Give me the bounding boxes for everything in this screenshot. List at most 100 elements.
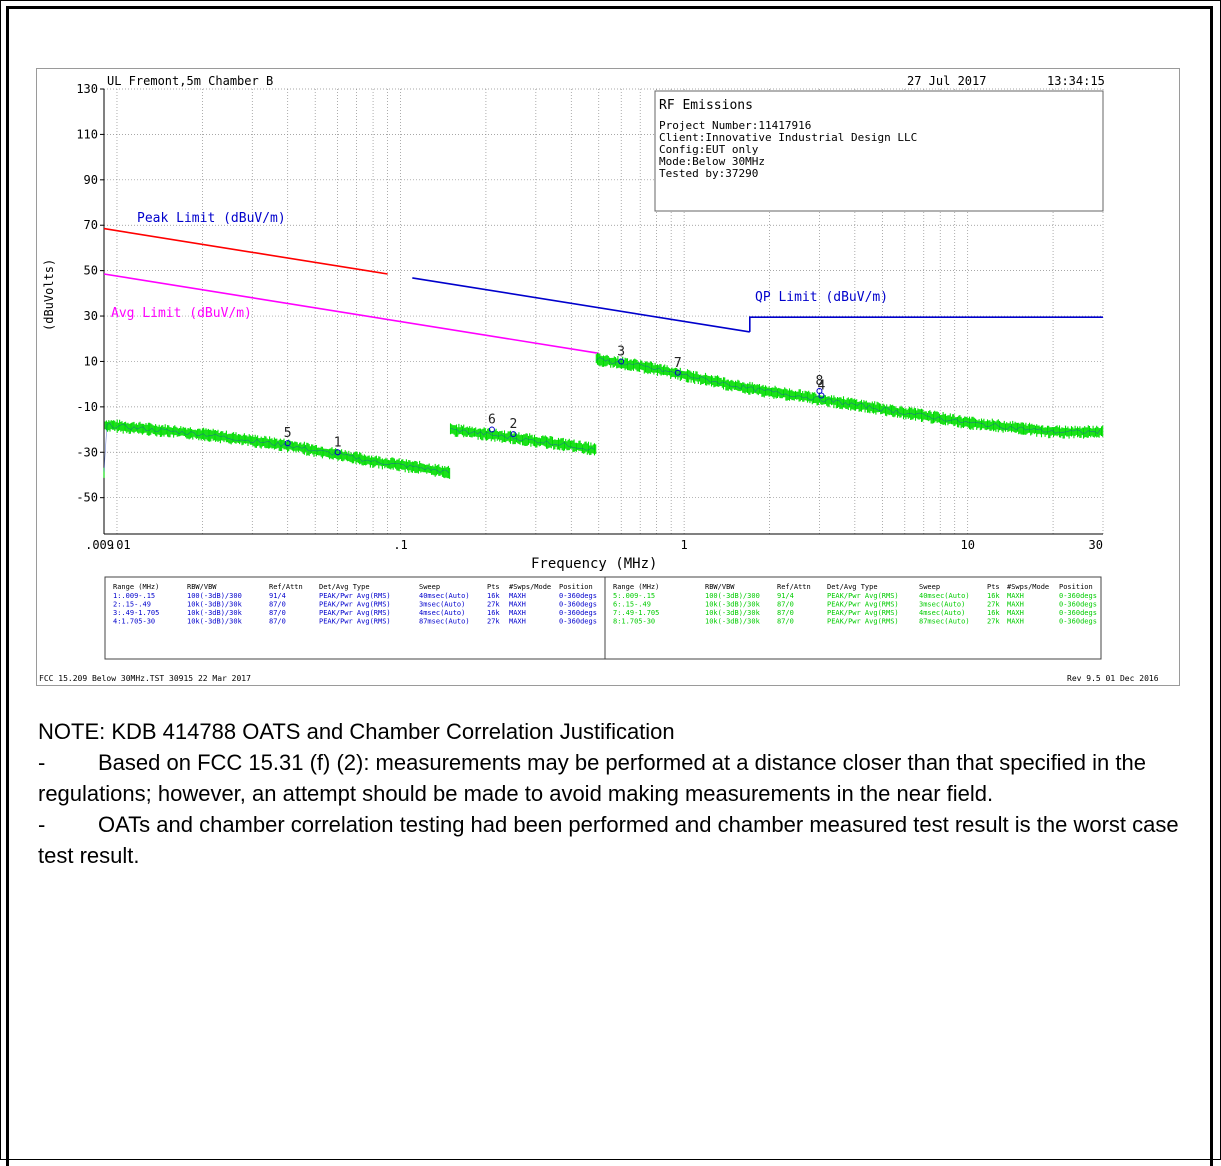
footer-left: FCC 15.209 Below 30MHz.TST 30915 22 Mar …: [39, 674, 251, 683]
info-line-mode: Mode:Below 30MHz: [659, 155, 765, 168]
settings-left-header-cell: Pts: [487, 583, 500, 591]
settings-table-frame: [104, 576, 1102, 660]
emissions-plot-panel: 130 110 90 70 50 30 10 -10 -30 -50.009.01.1 1 10 30 …: [36, 68, 1180, 686]
settings-left-cell: PEAK/Pwr Avg(RMS): [319, 601, 391, 609]
settings-right-cell: 40msec(Auto): [919, 592, 970, 600]
marker-label-6: 6: [488, 413, 496, 428]
settings-left-cell: 27k: [487, 601, 500, 609]
y-tick-label: 130: [76, 82, 98, 96]
marker-point-3: [618, 358, 625, 365]
qp-limit-label: QP Limit (dBuV/m): [755, 290, 888, 305]
settings-right-header-cell: #Swps/Mode: [1007, 583, 1049, 591]
settings-left-cell: 87/0: [269, 609, 286, 617]
y-tick-label: 70: [84, 218, 98, 232]
x-tick-label: .01: [109, 538, 131, 552]
marker-label-1: 1: [334, 435, 342, 450]
settings-right-cell: 27k: [987, 601, 1000, 609]
x-tick-label: 30: [1089, 538, 1103, 552]
limit-line: [412, 277, 750, 333]
y-tick-label: 110: [76, 127, 98, 141]
info-line-project: Project Number:11417916: [659, 119, 811, 132]
settings-right-cell: PEAK/Pwr Avg(RMS): [827, 592, 899, 600]
settings-left-cell: MAXH: [509, 618, 526, 626]
settings-right-header-cell: Pts: [987, 583, 1000, 591]
bullet-dash: -: [38, 750, 46, 775]
settings-right-cell: 6:.15-.49: [613, 601, 651, 609]
settings-left-header-cell: Range (MHz): [113, 583, 159, 591]
note-bullet-1: - Based on FCC 15.31 (f) (2): measurement…: [38, 747, 1198, 809]
settings-left-header-cell: Sweep: [419, 583, 440, 591]
settings-left-cell: 10k(-3dB)/30k: [187, 601, 243, 609]
settings-right-cell: 91/4: [777, 592, 794, 600]
info-line-tested-by: Tested by:37290: [659, 167, 758, 180]
info-line-config: Config:EUT only: [659, 143, 759, 156]
settings-left-cell: PEAK/Pwr Avg(RMS): [319, 618, 391, 626]
y-tick-label: -30: [76, 445, 98, 459]
emission-trace: [449, 423, 597, 456]
settings-left-cell: 10k(-3dB)/30k: [187, 618, 243, 626]
settings-left-cell: 3:.49-1.705: [113, 609, 159, 617]
limit-line: [103, 273, 599, 355]
info-line-client: Client:Innovative Industrial Design LLC: [659, 131, 917, 144]
emission-trace: [103, 419, 451, 479]
markers: 5 1 6 2 3 7 84: [284, 344, 826, 456]
settings-left-cell: PEAK/Pwr Avg(RMS): [319, 592, 391, 600]
settings-right-cell: 3msec(Auto): [919, 601, 965, 609]
settings-right-cell: PEAK/Pwr Avg(RMS): [827, 609, 899, 617]
settings-left-cell: 87msec(Auto): [419, 618, 470, 626]
settings-right-cell: 0-360degs: [1059, 592, 1097, 600]
x-tick-label: 1: [681, 538, 688, 552]
bullet-dash: -: [38, 812, 46, 837]
document-border: [6, 6, 1213, 1166]
settings-right-cell: 87/0: [777, 609, 794, 617]
header-site: UL Fremont,5m Chamber B: [107, 74, 273, 88]
emission-trace: [595, 352, 1104, 439]
settings-left-cell: 40msec(Auto): [419, 592, 470, 600]
settings-left-cell: 87/0: [269, 618, 286, 626]
settings-right-cell: 8:1.705-30: [613, 618, 655, 626]
y-tick-label: 30: [84, 309, 98, 323]
y-tick-label: 50: [84, 264, 98, 278]
marker-point-5: [284, 440, 291, 447]
settings-left-cell: 0-360degs: [559, 601, 597, 609]
settings-right-header-cell: Det/Avg Type: [827, 583, 878, 591]
marker-point-7: [674, 369, 681, 376]
limit-lines: [103, 227, 1103, 355]
settings-left-cell: 100(-3dB)/300: [187, 592, 242, 600]
settings-table: Range (MHz) RBW/VBW Ref/Attn Det/Avg Type Sw…: [104, 576, 1102, 660]
x-tick-label: .009: [85, 538, 114, 552]
y-tick-label: -10: [76, 400, 98, 414]
settings-left-block: Range (MHz) RBW/VBW Ref/Attn Det/Avg Type Sw…: [113, 583, 597, 626]
settings-right-header-cell: RBW/VBW: [705, 583, 735, 591]
settings-right-header-cell: Position: [1059, 583, 1093, 591]
settings-right-block: Range (MHz) RBW/VBW Ref/Attn Det/Avg Type Sw…: [613, 583, 1097, 626]
settings-right-header-cell: Sweep: [919, 583, 940, 591]
header-date: 27 Jul 2017: [907, 74, 986, 88]
note-bullet-2: - OATs and chamber correlation testing ha…: [38, 809, 1198, 871]
settings-right-cell: PEAK/Pwr Avg(RMS): [827, 601, 899, 609]
settings-right-cell: 27k: [987, 618, 1000, 626]
info-box-title: RF Emissions: [659, 98, 753, 113]
settings-right-cell: 0-360degs: [1059, 601, 1097, 609]
y-tick-label: 10: [84, 354, 98, 368]
note-title: NOTE: KDB 414788 OATS and Chamber Correl…: [38, 719, 675, 744]
settings-left-cell: PEAK/Pwr Avg(RMS): [319, 609, 391, 617]
settings-left-cell: MAXH: [509, 592, 526, 600]
settings-left-cell: 0-360degs: [559, 609, 597, 617]
note-section: NOTE: KDB 414788 OATS and Chamber Correl…: [38, 716, 1198, 871]
settings-right-cell: 100(-3dB)/300: [705, 592, 760, 600]
settings-right-cell: PEAK/Pwr Avg(RMS): [827, 618, 899, 626]
settings-left-cell: 0-360degs: [559, 592, 597, 600]
emission-trace-overlay: [450, 428, 595, 451]
peak-limit-label: Peak Limit (dBuV/m): [137, 211, 286, 226]
header-time: 13:34:15: [1047, 74, 1105, 88]
marker-label-4: 4: [818, 379, 826, 394]
settings-left-cell: 16k: [487, 592, 500, 600]
settings-left-header-cell: Ref/Attn: [269, 583, 303, 591]
settings-left-cell: 87/0: [269, 601, 286, 609]
marker-point-6: [488, 426, 495, 433]
settings-right-cell: 4msec(Auto): [919, 609, 965, 617]
settings-left-cell: MAXH: [509, 601, 526, 609]
